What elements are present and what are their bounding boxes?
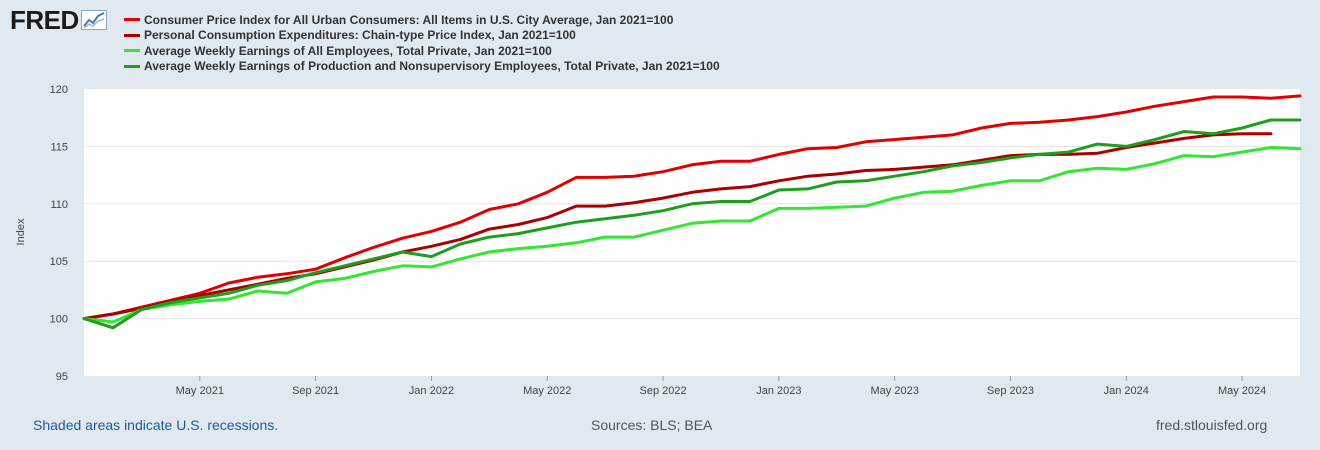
y-tick-label: 115: [50, 141, 68, 153]
gridlines: [84, 145, 1300, 320]
x-tick-label: Sep 2021: [292, 385, 339, 397]
series-lines: [82, 94, 1302, 330]
site-link[interactable]: fred.stlouisfed.org: [1156, 417, 1268, 433]
legend-label-cpi: Consumer Price Index for All Urban Consu…: [144, 12, 674, 27]
legend-swatch-awe-prod: [124, 64, 140, 68]
y-tick-label: 105: [50, 256, 68, 268]
x-tick-label: May 2021: [176, 385, 224, 397]
legend-item-awe-all[interactable]: Average Weekly Earnings of All Employees…: [124, 43, 720, 59]
y-axis-ticks: 95 100 105 110 115 120: [50, 84, 68, 383]
x-tick-label: Sep 2023: [987, 385, 1034, 397]
legend-item-pce[interactable]: Personal Consumption Expenditures: Chain…: [124, 28, 720, 44]
legend-swatch-cpi: [124, 18, 140, 22]
fred-chart-icon: [80, 10, 107, 30]
series-line-pce[interactable]: [82, 132, 1273, 321]
legend-item-awe-prod[interactable]: Average Weekly Earnings of Production an…: [124, 59, 720, 75]
plot-area: [84, 89, 1300, 376]
series-line-cpi[interactable]: [82, 94, 1302, 321]
series-line-awe-all[interactable]: [82, 146, 1302, 324]
chart-legend: Consumer Price Index for All Urban Consu…: [124, 12, 720, 74]
x-tick-label: May 2022: [523, 385, 571, 397]
x-axis-ticks: May 2021 Sep 2021 Jan 2022 May 2022 Sep 2022…: [176, 376, 1266, 397]
fred-logo-text: FRED: [10, 5, 79, 35]
fred-logo[interactable]: FRED: [10, 6, 107, 34]
y-tick-label: 100: [50, 314, 68, 326]
recession-note: Shaded areas indicate U.S. recessions.: [33, 417, 279, 433]
series-line-awe-prod[interactable]: [82, 118, 1302, 330]
y-tick-label: 120: [50, 84, 68, 96]
legend-label-awe-all: Average Weekly Earnings of All Employees…: [144, 43, 552, 58]
legend-label-pce: Personal Consumption Expenditures: Chain…: [144, 28, 576, 43]
x-tick-label: Jan 2024: [1104, 385, 1149, 397]
y-tick-label: 110: [50, 199, 68, 211]
x-tick-label: Jan 2023: [756, 385, 801, 397]
legend-item-cpi[interactable]: Consumer Price Index for All Urban Consu…: [124, 12, 720, 28]
y-axis-label: Index: [15, 218, 27, 245]
legend-label-awe-prod: Average Weekly Earnings of Production an…: [144, 59, 720, 74]
line-chart[interactable]: 95 100 105 110 115 120 May 2021 Sep 2021 Jan 20…: [0, 0, 1320, 410]
x-tick-label: Jan 2022: [409, 385, 454, 397]
y-tick-label: 95: [56, 371, 68, 383]
x-tick-label: May 2024: [1218, 385, 1266, 397]
x-tick-label: May 2023: [871, 385, 919, 397]
legend-swatch-pce: [124, 33, 140, 37]
sources-text: Sources: BLS; BEA: [591, 417, 713, 433]
legend-swatch-awe-all: [124, 49, 140, 53]
x-tick-label: Sep 2022: [639, 385, 686, 397]
